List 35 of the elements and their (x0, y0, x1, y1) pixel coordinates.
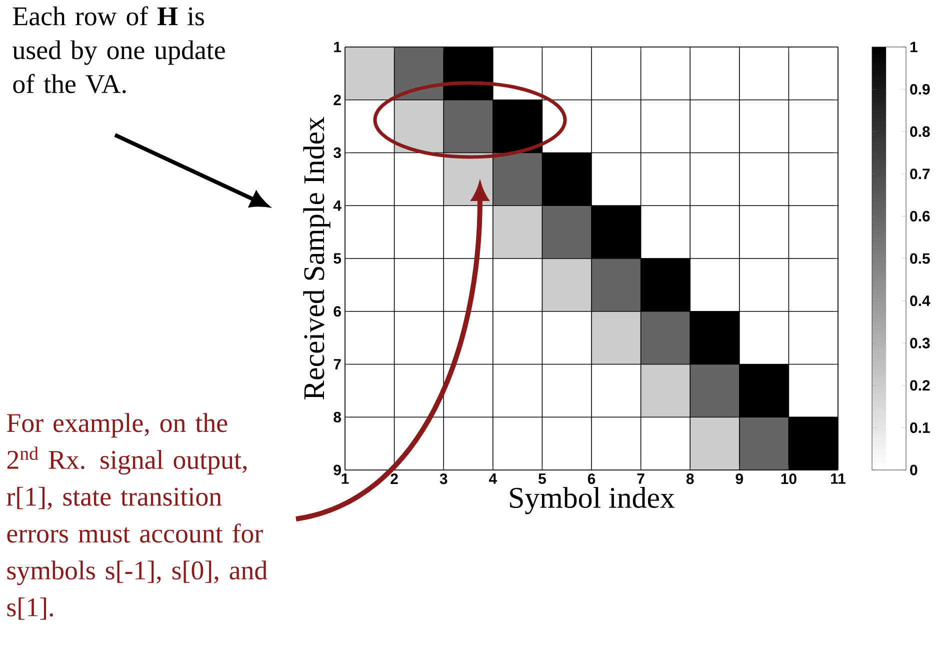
color-bar-label: 0.5 (910, 253, 930, 264)
y-tick-label: 3 (334, 147, 341, 158)
x-tick-label: 11 (831, 474, 846, 484)
y-tick-label: 5 (334, 253, 342, 264)
y-tick-label: 9 (334, 464, 341, 476)
x-tick-label: 1 (342, 474, 349, 484)
y-tick-label: 4 (333, 200, 342, 211)
x-tick-label: 9 (736, 474, 744, 484)
x-tick-label: 3 (440, 474, 448, 484)
y-tick-label: 6 (334, 306, 341, 317)
x-tick-label: 8 (686, 474, 694, 484)
color-bar-label: 0.7 (910, 168, 930, 180)
x-tick-label: 6 (588, 474, 596, 484)
x-tick-label: 10 (781, 474, 796, 484)
color-bar-label: 0.1 (910, 422, 930, 433)
color-bar-label: 0.3 (910, 338, 930, 348)
y-tick-label: 1 (334, 42, 342, 52)
text: Each row of H is used by one update of the VA. (12, 6, 225, 94)
color-bar-label: 0.2 (910, 380, 930, 391)
color-bar-label: 0.8 (910, 126, 930, 137)
text: For example, on the 2$^{nd}$ Rx. signal output, r[1], state transition errors must account for symbols s[-1], s[0], and s[1]. (6, 413, 268, 620)
x-tick-label: 7 (637, 474, 644, 484)
x-axis-title: Symbol index (510, 486, 675, 514)
x-tick-label: 2 (390, 474, 398, 484)
x-tick-label: 4 (488, 474, 497, 484)
y-axis-title: Received Sample Index (303, 116, 330, 400)
color-bar-label: 0 (910, 464, 918, 476)
color-bar-label: 0.6 (910, 210, 930, 222)
color-bar-label: 0.4 (910, 295, 930, 306)
y-tick-label: 8 (334, 412, 342, 422)
y-tick-label: 7 (334, 359, 341, 370)
y-tick-label: 2 (334, 94, 341, 106)
color-bar-label: 0.9 (910, 84, 930, 95)
x-tick-label: 5 (538, 474, 546, 484)
color-bar-label: 1 (910, 42, 918, 52)
